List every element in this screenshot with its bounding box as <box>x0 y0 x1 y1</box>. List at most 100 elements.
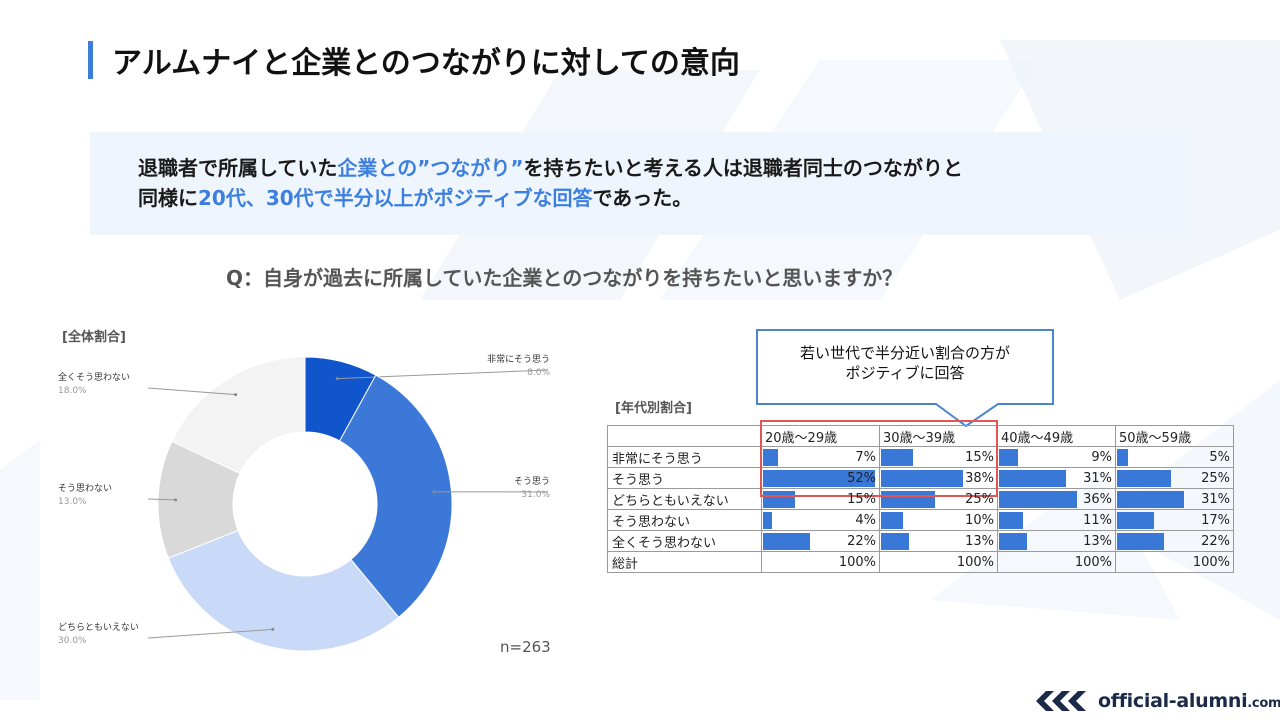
table-row: どちらともいえない 15% 25% 36% 31% <box>607 488 1234 510</box>
value-label: 25% <box>965 491 994 507</box>
value-cell: 31% <box>1115 488 1234 510</box>
value-cell: 10% <box>879 509 998 531</box>
age-table-title: [年代別割合] <box>615 401 692 416</box>
value-cell: 25% <box>1115 467 1234 489</box>
slice-value-label: 8.0% <box>527 368 550 378</box>
logo-suffix: .com <box>1247 696 1280 711</box>
value-label: 22% <box>847 533 876 549</box>
value-label: 31% <box>1083 470 1112 486</box>
value-label: 4% <box>855 512 876 528</box>
overall-chart-title: [全体割合] <box>62 330 126 345</box>
row-label: そう思わない <box>607 509 762 531</box>
slice-value-label: 13.0% <box>58 497 87 507</box>
data-bar <box>881 533 909 550</box>
summary-box: 退職者で所属していた企業との”つながり”を持ちたいと考える人は退職者同士のつなが… <box>90 132 1190 235</box>
total-cell: 100% <box>879 551 998 573</box>
data-bar <box>999 449 1018 466</box>
data-bar <box>763 512 772 529</box>
leader-dot <box>271 627 275 631</box>
leader-dot <box>335 377 339 381</box>
value-cell: 17% <box>1115 509 1234 531</box>
value-label: 11% <box>1083 512 1112 528</box>
total-cell: 100% <box>997 551 1116 573</box>
slice-value-label: 30.0% <box>58 636 87 646</box>
summary-segment: 同様に <box>138 186 198 210</box>
table-corner-cell <box>607 425 762 447</box>
data-bar <box>763 491 795 508</box>
total-cell: 100% <box>761 551 880 573</box>
summary-line-2: 同様に20代、30代で半分以上がポジティブな回答であった。 <box>138 182 692 211</box>
summary-segment: 退職者で所属していた <box>138 156 338 180</box>
logo-name: official-alumni <box>1098 690 1248 712</box>
table-row: 非常にそう思う 7% 15% 9% 5% <box>607 446 1234 468</box>
value-label: 22% <box>1201 533 1230 549</box>
value-label: 13% <box>965 533 994 549</box>
data-bar <box>763 533 810 550</box>
value-cell: 7% <box>761 446 880 468</box>
slice-category-label: どちらともいえない <box>58 622 139 633</box>
callout-line-1: 若い世代で半分近い割合の方が <box>799 344 1010 362</box>
logo-chevrons-icon <box>1036 691 1086 711</box>
value-cell: 52% <box>761 467 880 489</box>
value-label: 15% <box>847 491 876 507</box>
data-bar <box>881 470 963 487</box>
value-label: 52% <box>847 470 876 486</box>
leader-line <box>147 387 236 396</box>
value-cell: 15% <box>879 446 998 468</box>
slice-category-label: 全くそう思わない <box>58 371 130 383</box>
column-header: 40歳〜49歳 <box>997 425 1116 447</box>
donut-slice <box>339 374 453 618</box>
leader-line <box>147 628 273 639</box>
value-cell: 31% <box>997 467 1116 489</box>
table-row: そう思わない 4% 10% 11% 17% <box>607 509 1234 531</box>
total-label: 総計 <box>607 551 762 573</box>
value-cell: 25% <box>879 488 998 510</box>
data-bar <box>763 470 875 487</box>
data-bar <box>999 470 1066 487</box>
callout-text: 若い世代で半分近い割合の方が ポジティブに回答 <box>760 343 1050 383</box>
value-cell: 36% <box>997 488 1116 510</box>
column-header: 50歳〜59歳 <box>1115 425 1234 447</box>
data-bar <box>999 491 1077 508</box>
age-breakdown-table: 20歳〜29歳 30歳〜39歳 40歳〜49歳 50歳〜59歳 非常にそう思う 7% 15%… <box>607 425 1234 573</box>
summary-segment: 企業との”つながり” <box>337 156 524 180</box>
value-cell: 15% <box>761 488 880 510</box>
value-label: 31% <box>1201 491 1230 507</box>
row-label: 全くそう思わない <box>607 530 762 552</box>
data-bar <box>1117 512 1154 529</box>
slice-category-label: そう思う <box>514 476 550 487</box>
data-bar <box>1117 533 1164 550</box>
value-cell: 13% <box>997 530 1116 552</box>
row-label: どちらともいえない <box>607 488 762 510</box>
value-label: 5% <box>1209 449 1230 465</box>
donut-chart: 非常にそう思う 8.0% そう思う 31.0% どちらともいえない 30.0% そう思わない… <box>58 353 550 652</box>
summary-segment: であった。 <box>592 186 693 210</box>
column-header: 30歳〜39歳 <box>879 425 998 447</box>
table-header-row: 20歳〜29歳 30歳〜39歳 40歳〜49歳 50歳〜59歳 <box>607 425 1234 447</box>
leader-line <box>337 369 549 380</box>
slice-value-label: 18.0% <box>58 386 87 396</box>
summary-line-1: 退職者で所属していた企業との”つながり”を持ちたいと考える人は退職者同士のつなが… <box>138 152 963 181</box>
value-cell: 22% <box>761 530 880 552</box>
data-bar <box>1117 470 1171 487</box>
value-label: 10% <box>965 512 994 528</box>
data-bar <box>1117 449 1128 466</box>
column-header: 20歳〜29歳 <box>761 425 880 447</box>
data-bar <box>881 449 913 466</box>
value-label: 36% <box>1083 491 1112 507</box>
slice-value-label: 31.0% <box>521 490 550 500</box>
value-label: 9% <box>1091 449 1112 465</box>
value-label: 7% <box>855 449 876 465</box>
data-bar <box>881 512 903 529</box>
value-cell: 4% <box>761 509 880 531</box>
callout-line-2: ポジティブに回答 <box>845 364 965 382</box>
data-bar <box>999 533 1027 550</box>
leader-line <box>147 498 176 501</box>
value-cell: 38% <box>879 467 998 489</box>
sample-size-label: n=263 <box>500 638 551 656</box>
donut-slice <box>171 356 306 475</box>
table-row: そう思う 52% 38% 31% 25% <box>607 467 1234 489</box>
value-cell: 13% <box>879 530 998 552</box>
row-label: 非常にそう思う <box>607 446 762 468</box>
table-row: 全くそう思わない 22% 13% 13% 22% <box>607 530 1234 552</box>
